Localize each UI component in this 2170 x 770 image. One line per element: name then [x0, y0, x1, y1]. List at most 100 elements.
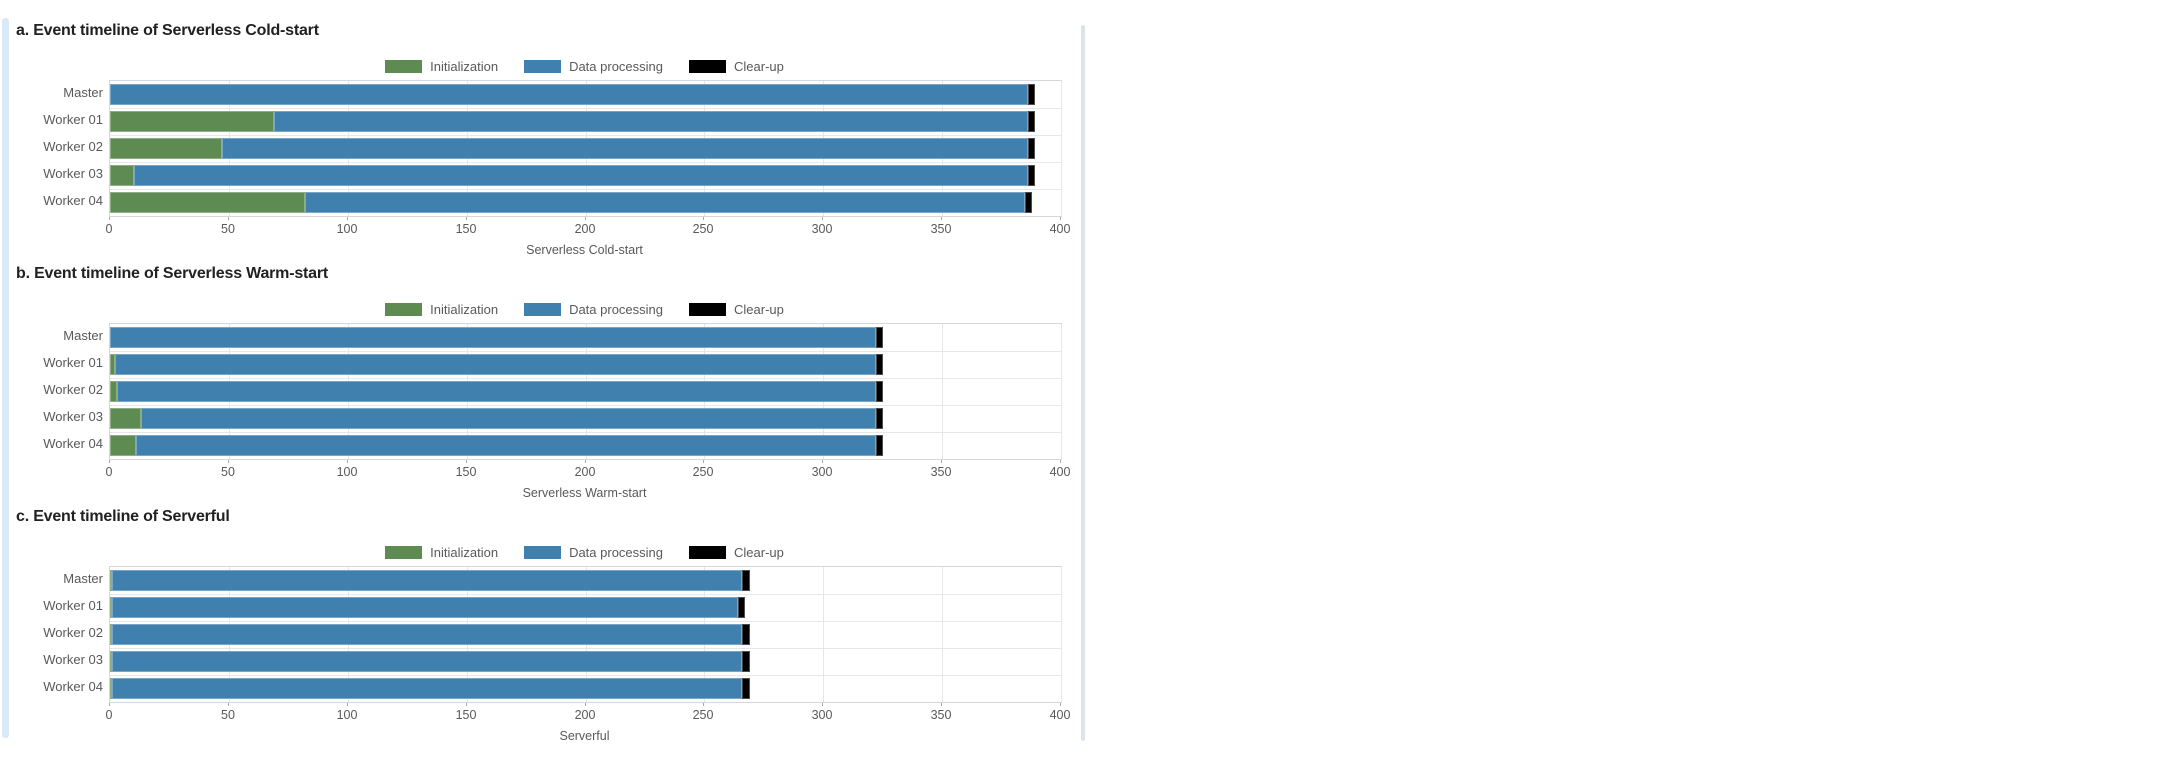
- gridline: [1061, 324, 1062, 459]
- gridline: [110, 675, 1061, 676]
- category-label: Master: [63, 328, 103, 343]
- bar-segment: [136, 435, 876, 456]
- gridline: [1061, 81, 1062, 216]
- axis-tick-mark: [703, 460, 704, 463]
- chart-title: b. Event timeline of Serverless Warm-sta…: [16, 265, 329, 282]
- bar-segment: [875, 354, 883, 375]
- bar-segment: [742, 570, 750, 591]
- legend-swatch-icon: [385, 302, 423, 316]
- category-label: Master: [63, 571, 103, 586]
- bar-segment: [1027, 138, 1035, 159]
- axis-tick-label: 400: [1049, 465, 1071, 479]
- bar-segment: [110, 381, 118, 402]
- bar-segment: [304, 192, 1026, 213]
- bar-segment: [1027, 111, 1035, 132]
- gridline: [1061, 567, 1062, 702]
- gridline: [110, 135, 1061, 136]
- axis-tick-label: 200: [574, 708, 596, 722]
- bar-segment: [110, 570, 113, 591]
- category-label: Worker 04: [43, 679, 103, 694]
- legend-label: Initialization: [430, 544, 499, 560]
- bar-segment: [875, 381, 883, 402]
- axis-tick-mark: [1060, 217, 1061, 220]
- axis-tick-mark: [466, 217, 467, 220]
- axis-tick-label: 0: [105, 465, 113, 479]
- plot-area: [109, 80, 1062, 217]
- axis-tick-mark: [585, 703, 586, 706]
- bar-segment: [133, 165, 1028, 186]
- bar-segment: [110, 435, 137, 456]
- chart-section: a. Event timeline of Serverless Cold-sta…: [0, 22, 1080, 262]
- axis-tick-label: 200: [574, 222, 596, 236]
- axis-tick-label: 250: [692, 708, 714, 722]
- bar-segment: [112, 651, 743, 672]
- axis-tick-mark: [822, 217, 823, 220]
- axis-tick-mark: [228, 217, 229, 220]
- bar-segment: [110, 408, 141, 429]
- legend-item: Initialization: [385, 302, 498, 317]
- axis-tick-label: 250: [692, 465, 714, 479]
- gridline: [942, 324, 943, 459]
- bar-segment: [112, 597, 738, 618]
- axis-tick-label: 100: [336, 222, 358, 236]
- gridline: [110, 405, 1061, 406]
- category-label: Worker 03: [43, 409, 103, 424]
- chart-legend: Initialization Data processing Clear-up: [109, 544, 1060, 560]
- legend-item: Initialization: [385, 59, 498, 74]
- legend-swatch-icon: [385, 545, 423, 559]
- gridline: [823, 567, 824, 702]
- axis-tick-mark: [466, 460, 467, 463]
- legend-swatch-icon: [689, 59, 727, 73]
- category-label: Worker 01: [43, 355, 103, 370]
- bar-segment: [737, 597, 745, 618]
- gridline: [110, 648, 1061, 649]
- bar-segment: [1027, 165, 1035, 186]
- legend-swatch-icon: [524, 302, 562, 316]
- axis-tick-label: 150: [455, 708, 477, 722]
- bar-segment: [114, 354, 876, 375]
- bar-segment: [110, 651, 113, 672]
- category-label: Worker 02: [43, 382, 103, 397]
- axis-tick-mark: [347, 703, 348, 706]
- axis-tick-label: 350: [930, 465, 952, 479]
- legend-item: Data processing: [524, 545, 663, 560]
- axis-tick-label: 0: [105, 708, 113, 722]
- axis-tick-label: 50: [221, 222, 235, 236]
- axis-tick-label: 50: [221, 465, 235, 479]
- axis-tick-mark: [1060, 460, 1061, 463]
- gridline: [110, 594, 1061, 595]
- axis-tick-mark: [109, 703, 110, 706]
- chart-legend: Initialization Data processing Clear-up: [109, 58, 1060, 74]
- scrollbar[interactable]: [1081, 25, 1085, 741]
- bar-segment: [110, 138, 222, 159]
- plot-area: [109, 323, 1062, 460]
- gridline: [110, 189, 1061, 190]
- gridline: [110, 351, 1061, 352]
- legend-item: Clear-up: [689, 59, 784, 74]
- category-label: Worker 01: [43, 112, 103, 127]
- chart-section: b. Event timeline of Serverless Warm-sta…: [0, 265, 1080, 505]
- x-axis-label: Serverless Cold-start: [526, 243, 643, 257]
- axis-tick-label: 300: [811, 222, 833, 236]
- axis-tick-mark: [703, 703, 704, 706]
- bar-segment: [140, 408, 876, 429]
- legend-item: Data processing: [524, 59, 663, 74]
- legend-label: Data processing: [569, 301, 664, 317]
- bar-segment: [110, 111, 275, 132]
- axis-tick-label: 0: [105, 222, 113, 236]
- axis-tick-mark: [347, 460, 348, 463]
- bar-segment: [110, 165, 134, 186]
- category-label: Worker 03: [43, 652, 103, 667]
- legend-label: Data processing: [569, 58, 664, 74]
- legend-swatch-icon: [689, 545, 727, 559]
- legend-label: Data processing: [569, 544, 664, 560]
- bar-segment: [742, 678, 750, 699]
- axis-tick-label: 400: [1049, 222, 1071, 236]
- legend-swatch-icon: [524, 59, 562, 73]
- category-label: Worker 01: [43, 598, 103, 613]
- bar-segment: [110, 84, 1028, 105]
- bar-segment: [1025, 192, 1033, 213]
- bar-segment: [112, 570, 743, 591]
- bar-segment: [875, 408, 883, 429]
- axis-tick-mark: [1060, 703, 1061, 706]
